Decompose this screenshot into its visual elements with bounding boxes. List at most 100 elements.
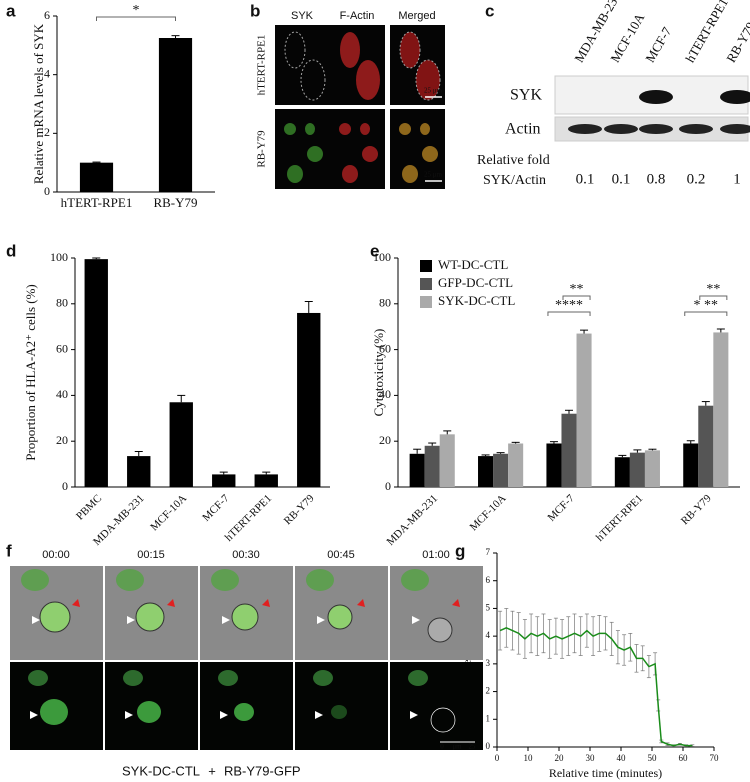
bar xyxy=(629,452,645,487)
line xyxy=(499,627,693,747)
bar xyxy=(576,333,592,487)
y-tick-label: 80 xyxy=(379,296,391,310)
legend-label: GFP-DC-CTL xyxy=(438,275,513,290)
y-tick-label: 20 xyxy=(56,433,68,447)
timepoint: 01:00 xyxy=(422,549,450,561)
y-tick-label: 0 xyxy=(486,741,491,751)
decoration xyxy=(362,146,378,162)
decoration xyxy=(427,617,453,643)
x-tick-label: 20 xyxy=(555,753,565,763)
bar xyxy=(698,405,714,487)
bar xyxy=(478,456,494,487)
decoration xyxy=(284,123,296,135)
decoration xyxy=(28,670,48,686)
ratio: 0.8 xyxy=(647,171,666,187)
decoration xyxy=(39,601,71,633)
error-bar xyxy=(580,329,589,334)
x-tick-label: RB-Y79 xyxy=(679,492,714,527)
decoration xyxy=(21,569,49,591)
error-bar xyxy=(304,301,313,313)
legend-swatch xyxy=(420,260,432,272)
bar xyxy=(79,162,114,192)
significance: * xyxy=(133,3,140,18)
decoration xyxy=(639,124,673,134)
y-tick-label: 20 xyxy=(379,433,391,447)
x-tick-label: 60 xyxy=(679,753,689,763)
bar xyxy=(84,259,108,487)
decoration xyxy=(327,604,353,630)
decoration xyxy=(211,569,239,591)
error-bar xyxy=(648,448,657,451)
timepoint: 00:15 xyxy=(137,549,165,561)
ratio: 0.1 xyxy=(612,171,631,187)
y-tick-label: 0 xyxy=(385,479,391,493)
decoration xyxy=(401,569,429,591)
legend-label: WT-DC-CTL xyxy=(438,257,508,272)
y-tick-label: 1 xyxy=(486,713,491,723)
decoration xyxy=(399,123,411,135)
decoration xyxy=(315,711,323,719)
error-bar xyxy=(701,401,710,406)
decoration xyxy=(415,59,441,101)
decoration xyxy=(331,705,347,719)
decoration xyxy=(720,124,750,134)
y-tick-label: 100 xyxy=(373,250,391,264)
decoration xyxy=(307,146,323,162)
y-tick-label: 100 xyxy=(50,250,68,264)
ratio: 0.2 xyxy=(687,171,706,187)
bar xyxy=(409,453,425,487)
decoration xyxy=(684,311,728,316)
decoration xyxy=(30,711,38,719)
decoration xyxy=(356,60,380,100)
x-tick-label: RB-Y79 xyxy=(153,195,197,210)
significance: * ** xyxy=(694,298,719,313)
error-bar xyxy=(92,161,101,163)
decoration xyxy=(305,123,315,135)
x-tick-label: MCF-7 xyxy=(200,492,232,524)
decoration xyxy=(218,670,238,686)
x-tick-label: hTERT-RPE1 xyxy=(594,492,645,543)
bar xyxy=(439,434,455,487)
scale-bar-label: μm xyxy=(452,743,462,751)
y-axis-label: Relative mRNA levels of SYK xyxy=(31,23,46,184)
decoration xyxy=(96,16,176,21)
x-tick-label: MCF-10A xyxy=(468,492,509,533)
scale-bar-label: 25 μm xyxy=(424,87,443,95)
bar xyxy=(683,443,699,487)
error-bar xyxy=(549,441,558,444)
scale-bar-label: 25 xyxy=(469,743,477,751)
channel-label: SYK xyxy=(291,10,314,22)
caption: RB-Y79-GFP xyxy=(224,763,301,778)
decoration xyxy=(231,603,259,631)
decoration xyxy=(220,711,228,719)
error-bar xyxy=(262,471,271,475)
y-tick-label: 4 xyxy=(44,66,50,80)
x-tick-label: 50 xyxy=(648,753,658,763)
error-bar xyxy=(443,430,452,435)
decoration xyxy=(679,124,713,134)
y-tick-label: 2 xyxy=(486,686,491,696)
y-tick-label: 80 xyxy=(56,296,68,310)
decoration xyxy=(339,123,351,135)
bar xyxy=(212,474,236,487)
decoration xyxy=(430,707,456,733)
decoration xyxy=(452,599,460,607)
x-tick-label: MCF-10A xyxy=(148,492,189,533)
decoration xyxy=(234,703,254,721)
decoration xyxy=(306,569,334,591)
decoration xyxy=(287,165,303,183)
band-label: Actin xyxy=(505,121,541,138)
decoration xyxy=(300,59,326,101)
x-tick-label: 40 xyxy=(617,753,627,763)
bar xyxy=(546,443,562,487)
error-bar xyxy=(134,451,143,457)
decoration xyxy=(412,616,420,624)
decoration xyxy=(390,662,483,750)
decoration xyxy=(127,616,135,624)
caption: SYK-DC-CTL xyxy=(122,763,200,778)
bar xyxy=(508,443,524,487)
decoration xyxy=(422,146,438,162)
decoration xyxy=(410,711,418,719)
x-tick-label: MDA-MB-231 xyxy=(385,492,441,548)
decoration xyxy=(720,90,750,104)
